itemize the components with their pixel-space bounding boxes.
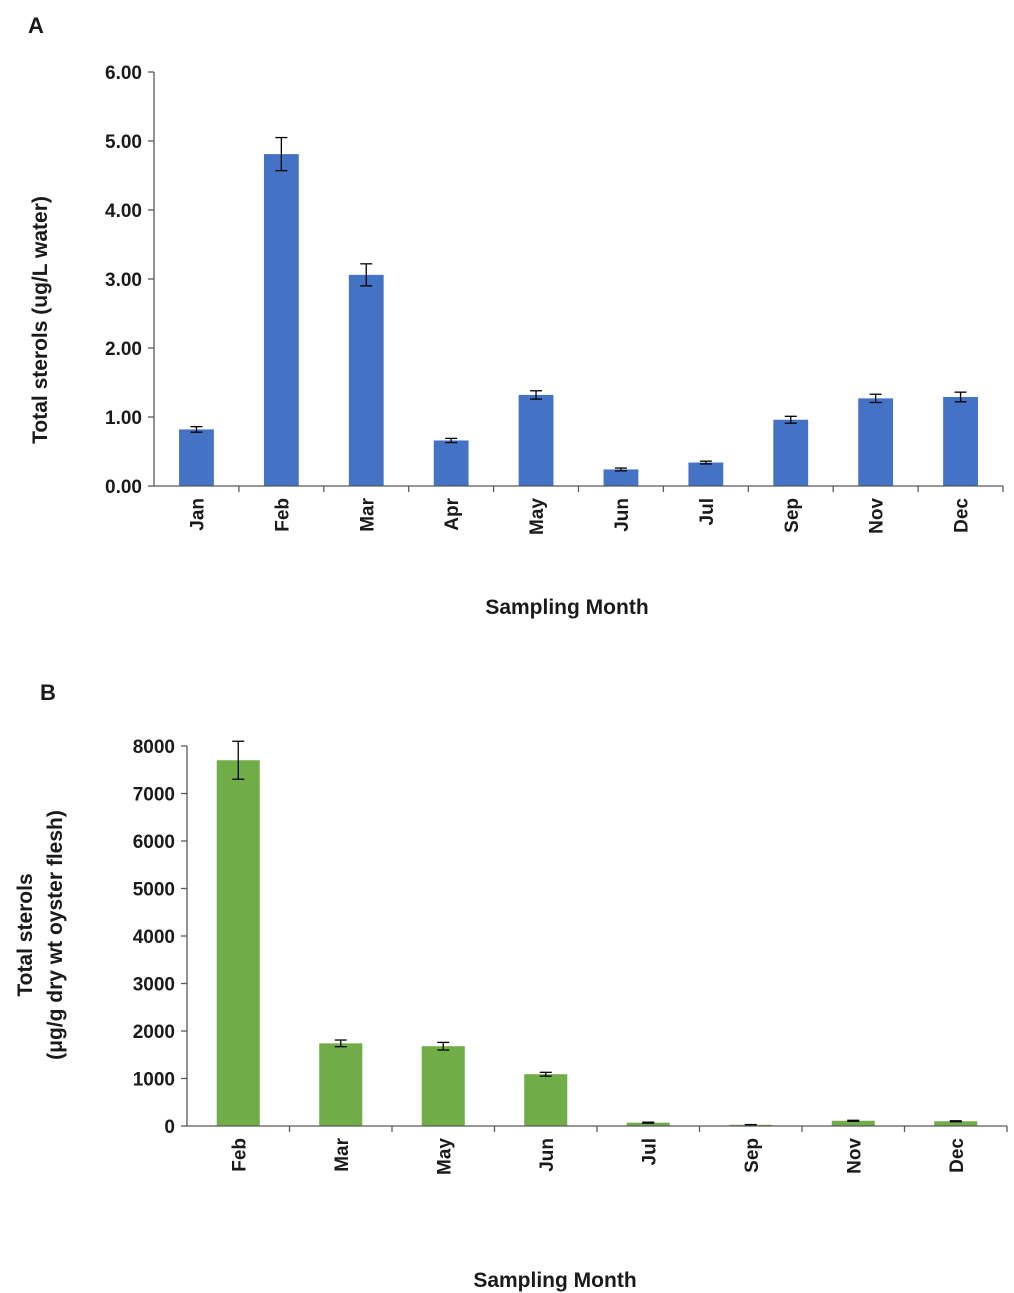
bar-b-mar bbox=[319, 1043, 363, 1126]
error-bar-a-may bbox=[530, 390, 543, 400]
y-tick-label-a-4: 4.00 bbox=[105, 201, 142, 222]
y-tick-label-b-8: 8000 bbox=[133, 737, 175, 758]
error-bar-b-mar bbox=[334, 1039, 347, 1048]
bar-b-jun bbox=[524, 1074, 568, 1126]
x-tick-label-b-feb: Feb bbox=[229, 1138, 250, 1172]
y-tick-label-b-7: 7000 bbox=[133, 785, 175, 806]
bar-a-dec bbox=[943, 396, 978, 486]
chart-a: A 0.00 1.00 2.00 3.00 4.00 5.00 6.00 Jan Feb Mar A… bbox=[28, 13, 1004, 619]
x-tick-label-b-dec: Dec bbox=[947, 1138, 968, 1173]
bars-a bbox=[179, 136, 978, 487]
bar-a-feb bbox=[263, 154, 299, 487]
error-bar-a-jun bbox=[614, 467, 627, 472]
x-tick-label-b-jul: Jul bbox=[639, 1138, 660, 1165]
y-tick-label-a-2: 2.00 bbox=[105, 339, 142, 360]
y-tick-label-b-3: 3000 bbox=[133, 975, 175, 996]
axes-a: 0.00 1.00 2.00 3.00 4.00 5.00 6.00 Jan Feb Mar Apr… bbox=[105, 63, 1004, 535]
x-tick-label-a-mar: Mar bbox=[357, 497, 378, 531]
error-bar-a-feb bbox=[275, 136, 288, 172]
chart-b: B 0 1000 2000 3000 4000 5000 6000 7000 8000 Feb Ma… bbox=[14, 680, 1008, 1292]
x-tick-label-a-dec: Dec bbox=[952, 498, 973, 533]
bar-a-apr bbox=[433, 440, 469, 486]
y-axis-title-b-line-1: Total sterols bbox=[14, 873, 37, 996]
y-axis-title-a: Total sterols (ug/L water) bbox=[29, 196, 52, 444]
y-tick-label-a-6: 6.00 bbox=[105, 63, 142, 84]
y-tick-label-b-4: 4000 bbox=[133, 927, 175, 948]
x-tick-label-a-jul: Jul bbox=[697, 498, 718, 525]
bar-b-feb bbox=[216, 760, 260, 1126]
error-bar-b-jun bbox=[539, 1071, 552, 1077]
x-tick-label-a-apr: Apr bbox=[442, 497, 463, 530]
error-bar-a-jul bbox=[699, 460, 712, 465]
bar-a-sep bbox=[773, 419, 809, 486]
error-bar-a-mar bbox=[360, 263, 373, 287]
error-bar-b-jul bbox=[642, 1121, 655, 1124]
y-tick-label-b-1: 1000 bbox=[133, 1070, 175, 1091]
bar-a-jun bbox=[603, 469, 639, 486]
x-tick-label-b-may: May bbox=[434, 1138, 455, 1175]
x-tick-label-a-jan: Jan bbox=[187, 498, 208, 531]
error-bar-b-feb bbox=[232, 740, 245, 780]
error-bar-b-may bbox=[437, 1041, 450, 1051]
x-tick-label-b-mar: Mar bbox=[332, 1137, 353, 1171]
bar-a-mar bbox=[348, 274, 384, 486]
bar-a-jul bbox=[688, 462, 724, 486]
x-tick-label-a-sep: Sep bbox=[782, 498, 803, 533]
y-axis-title-b-line-2: (μg/g dry wt oyster flesh) bbox=[44, 810, 67, 1060]
x-axis-title-a: Sampling Month bbox=[485, 596, 648, 619]
y-tick-label-a-0: 0.00 bbox=[105, 477, 142, 498]
error-bar-b-dec bbox=[949, 1120, 962, 1123]
x-tick-label-b-nov: Nov bbox=[844, 1138, 865, 1174]
bars-b bbox=[216, 740, 978, 1126]
x-tick-label-a-feb: Feb bbox=[272, 498, 293, 532]
x-axis-title-b: Sampling Month bbox=[473, 1269, 636, 1292]
y-tick-label-a-1: 1.00 bbox=[105, 408, 142, 429]
y-tick-label-b-6: 6000 bbox=[133, 832, 175, 853]
error-bar-b-nov bbox=[847, 1119, 860, 1122]
y-tick-label-a-3: 3.00 bbox=[105, 270, 142, 291]
x-tick-label-a-nov: Nov bbox=[867, 498, 888, 534]
y-tick-label-b-2: 2000 bbox=[133, 1022, 175, 1043]
bar-a-may bbox=[518, 394, 554, 486]
x-tick-label-a-may: May bbox=[527, 498, 548, 535]
x-tick-label-b-sep: Sep bbox=[742, 1138, 763, 1173]
error-bar-a-nov bbox=[869, 393, 882, 404]
y-tick-label-b-0: 0 bbox=[164, 1117, 175, 1138]
y-tick-label-a-5: 5.00 bbox=[105, 132, 142, 153]
panel-label-a: A bbox=[28, 13, 44, 38]
error-bar-a-jan bbox=[190, 426, 203, 433]
error-bar-a-dec bbox=[954, 391, 967, 403]
panel-label-b: B bbox=[40, 680, 56, 705]
error-bar-a-sep bbox=[784, 415, 797, 424]
axes-b: 0 1000 2000 3000 4000 5000 6000 7000 8000 Feb Mar M… bbox=[133, 737, 1008, 1175]
bar-b-nov bbox=[831, 1120, 875, 1126]
bar-a-nov bbox=[858, 398, 894, 486]
bar-a-jan bbox=[179, 429, 214, 486]
bar-b-dec bbox=[934, 1121, 978, 1126]
bar-b-jul bbox=[626, 1122, 670, 1126]
x-tick-label-b-jun: Jun bbox=[537, 1138, 558, 1172]
x-tick-label-a-jun: Jun bbox=[612, 498, 633, 532]
y-tick-label-b-5: 5000 bbox=[133, 880, 175, 901]
error-bar-a-apr bbox=[445, 437, 458, 444]
bar-b-may bbox=[421, 1046, 465, 1126]
